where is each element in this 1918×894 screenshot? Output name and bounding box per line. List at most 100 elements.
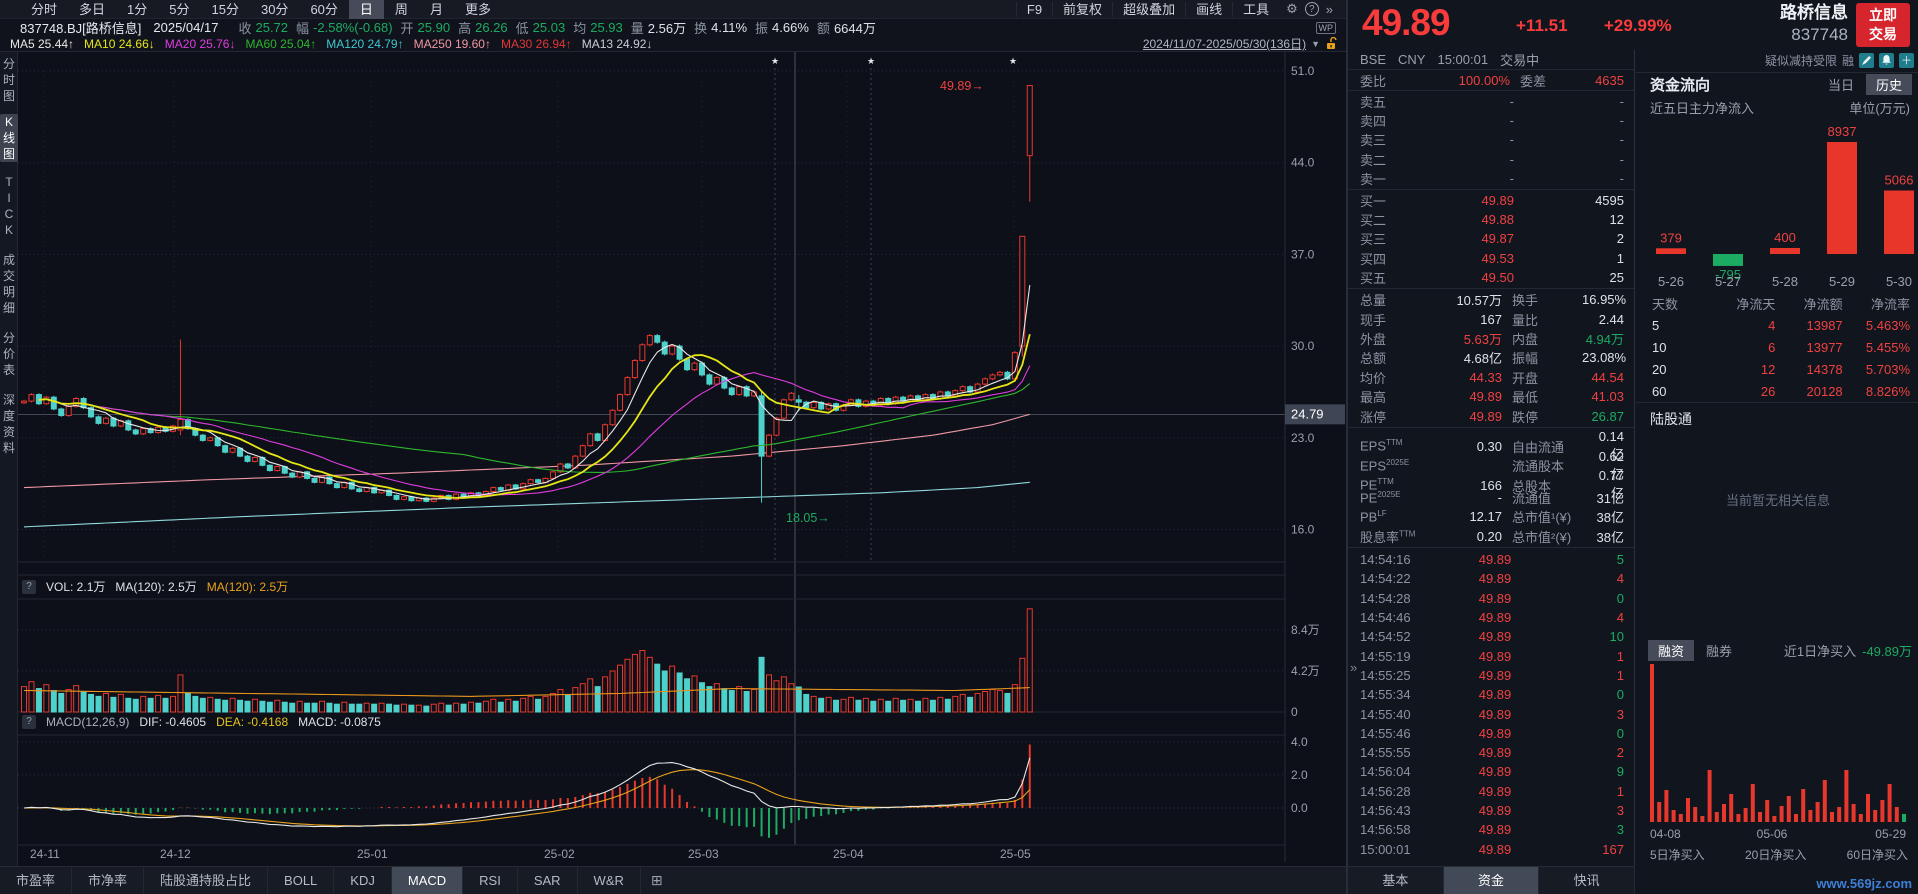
svg-text:18.05→: 18.05→ <box>786 511 830 525</box>
tick-row: 14:56:28 49.89 1 <box>1360 783 1624 799</box>
sidebar-item-分价表[interactable]: 分价表 <box>2 331 15 377</box>
help-icon[interactable]: ? <box>22 579 36 594</box>
flow-tab-当日[interactable]: 当日 <box>1827 78 1854 93</box>
period-tab-更多[interactable]: 更多 <box>464 1 491 17</box>
sidebar-item-深度资料[interactable]: 深度资料 <box>2 393 15 455</box>
indicator-tab-KDJ[interactable]: KDJ <box>334 867 392 894</box>
wp-icon[interactable]: WP <box>1315 21 1336 34</box>
svg-text:-795: -795 <box>1715 267 1741 282</box>
period-toolbar: 分时 多日 1分 5分 15分 30分 60分日周 月 更多 F9 前复权 超级叠加 画线 工具 ⚙? » <box>0 0 1346 19</box>
quote-footer-tabs: 基本 资金 快讯 <box>1348 866 1636 894</box>
indicator-tab-SAR[interactable]: SAR <box>518 867 578 894</box>
flow-tabs: 当日 历史 <box>1818 74 1912 95</box>
toolbar-tools: F9 前复权 超级叠加 画线 工具 ⚙? » <box>1015 1 1340 17</box>
stat-row: 最高 49.89 最低 41.03 <box>1360 389 1624 406</box>
indicator-tab-市盈率[interactable]: 市盈率 <box>0 867 73 894</box>
indicator-tab-MACD[interactable]: MACD <box>391 867 464 894</box>
link-5日净买入[interactable]: 5日净买入 <box>1650 848 1705 862</box>
indicator-tab-RSI[interactable]: RSI <box>463 867 518 894</box>
sell-row[interactable]: 卖二 - - <box>1360 151 1624 168</box>
sell-row[interactable]: 卖五 - - <box>1360 94 1624 111</box>
stats-rows: 总量 10.57万 换手 16.95% 现手 167 量比 2.44 外盘 5.63万 内盘 4.94… <box>1348 290 1634 426</box>
money-flow-panel: 疑似减持受限 融 ＋ 资金流向 当日 历史 近五日主力净流入 单位(万元) 379… <box>1636 50 1918 891</box>
fundamental-row: PETTM 166 总股本 0.77亿 <box>1360 468 1624 501</box>
tool-超级叠加[interactable]: 超级叠加 <box>1112 1 1185 17</box>
footer-tab-基本[interactable]: 基本 <box>1348 867 1444 894</box>
stat-row: 涨停 49.89 跌停 26.87 <box>1360 408 1624 425</box>
link-20日净买入[interactable]: 20日净买入 <box>1744 848 1807 862</box>
field-value: 26.26 <box>475 20 508 35</box>
tool-F9[interactable]: F9 <box>1015 1 1052 17</box>
period-tab-30分[interactable]: 30分 <box>260 1 289 17</box>
tool-工具[interactable]: 工具 <box>1232 1 1279 17</box>
tick-row: 14:55:55 49.89 2 <box>1360 745 1624 761</box>
buy-row[interactable]: 买一 49.89 4595 <box>1360 193 1624 210</box>
indicator-tab-陆股通持股占比[interactable]: 陆股通持股占比 <box>144 867 269 894</box>
grid-icon[interactable]: ⊞ <box>650 872 663 888</box>
svg-text:49.89→: 49.89→ <box>940 79 984 93</box>
ma-value: MA5 25.44↑ <box>10 36 75 51</box>
link-60日净买入[interactable]: 60日净买入 <box>1846 848 1908 862</box>
chevron-down-icon[interactable]: ▼ <box>1311 38 1320 49</box>
help-icon[interactable]: ? <box>22 715 36 729</box>
period-tab-1分[interactable]: 1分 <box>127 1 148 17</box>
tick-list: 14:54:16 49.89 5 14:54:22 49.89 4 14:54:28 49.8… <box>1348 550 1634 839</box>
bell-icon[interactable] <box>1879 52 1894 68</box>
buy-row[interactable]: 买三 49.87 2 <box>1360 231 1624 248</box>
kline-chart[interactable]: 51.0 44.0 37.0 30.0 23.0 16.0 24-11 24-12 25-01 2… <box>18 52 1346 866</box>
svg-text:★: ★ <box>771 56 779 66</box>
period-tab-60分[interactable]: 60分 <box>310 1 338 17</box>
period-tab-15分[interactable]: 15分 <box>211 1 239 17</box>
svg-text:25-04: 25-04 <box>833 847 864 861</box>
flow-tab-历史[interactable]: 历史 <box>1865 74 1912 95</box>
edit-icon[interactable] <box>1859 52 1874 68</box>
more-icon[interactable]: » <box>1325 1 1333 17</box>
gear-icon[interactable]: ⚙ <box>1286 1 1298 16</box>
indicator-value: VOL: 2.1万 <box>46 580 106 594</box>
sell-row[interactable]: 卖一 - - <box>1360 170 1624 187</box>
last-price: 49.89 <box>1362 2 1451 43</box>
table-header: 天数 净流天 净流额 净流率 <box>1652 296 1910 312</box>
indicator-tab-市净率[interactable]: 市净率 <box>72 867 145 894</box>
badge-row: 疑似减持受限 融 ＋ <box>1765 50 1914 70</box>
tool-画线[interactable]: 画线 <box>1185 1 1232 17</box>
add-icon[interactable]: ＋ <box>1899 52 1914 68</box>
indicator-tab-BOLL[interactable]: BOLL <box>268 867 335 894</box>
flow-subtitle: 近五日主力净流入 <box>1650 101 1755 116</box>
margin-tab-融资[interactable]: 融资 <box>1648 639 1695 661</box>
footer-tab-资金[interactable]: 资金 <box>1443 867 1540 894</box>
sidebar-item-分时图[interactable]: 分时图 <box>2 57 15 103</box>
trade-now-button[interactable]: 立即交易 <box>1856 3 1910 47</box>
buy-row[interactable]: 买二 49.88 12 <box>1360 212 1624 229</box>
svg-text:0.0: 0.0 <box>1291 801 1308 815</box>
help-icon[interactable]: ? <box>1304 2 1319 16</box>
sidebar-item-成交明细[interactable]: 成交明细 <box>2 253 15 315</box>
svg-text:05-29: 05-29 <box>1875 827 1906 841</box>
buy-row[interactable]: 买五 49.50 25 <box>1360 269 1624 286</box>
collapse-icon[interactable]: » <box>1350 660 1358 675</box>
period-tab-分时[interactable]: 分时 <box>31 1 58 17</box>
fundamentals-rows: EPSTTM 0.30 自由流通 0.14亿 EPS2025E 流通股本 0.62亿 PETT… <box>1348 429 1634 546</box>
field-label: 量 <box>630 21 644 36</box>
field-label: 换 <box>694 21 708 36</box>
indicator-value: MA(120): 2.5万 <box>115 580 197 594</box>
footer-tab-快讯[interactable]: 快讯 <box>1539 867 1636 894</box>
unlock-icon[interactable] <box>1325 37 1338 50</box>
sell-row[interactable]: 卖四 - - <box>1360 113 1624 130</box>
period-tab-5分[interactable]: 5分 <box>169 1 190 17</box>
indicator-value: DIF: -0.4605 <box>139 715 207 729</box>
margin-tab-融券[interactable]: 融券 <box>1706 643 1733 659</box>
date-range-control[interactable]: 2024/11/07-2025/05/30(136日) <box>1142 37 1307 51</box>
buy-row[interactable]: 买四 49.53 1 <box>1360 250 1624 267</box>
period-tab-日[interactable]: 日 <box>348 0 384 19</box>
field-label: 振 <box>755 21 769 36</box>
table-row: 5 4 13987 5.463% <box>1652 317 1910 333</box>
sell-row[interactable]: 卖三 - - <box>1360 132 1624 149</box>
tool-前复权[interactable]: 前复权 <box>1052 1 1112 17</box>
period-tab-多日[interactable]: 多日 <box>79 1 106 17</box>
indicator-tab-W&R[interactable]: W&R <box>578 867 641 894</box>
period-tab-月[interactable]: 月 <box>429 1 443 17</box>
period-tab-周[interactable]: 周 <box>394 1 408 17</box>
